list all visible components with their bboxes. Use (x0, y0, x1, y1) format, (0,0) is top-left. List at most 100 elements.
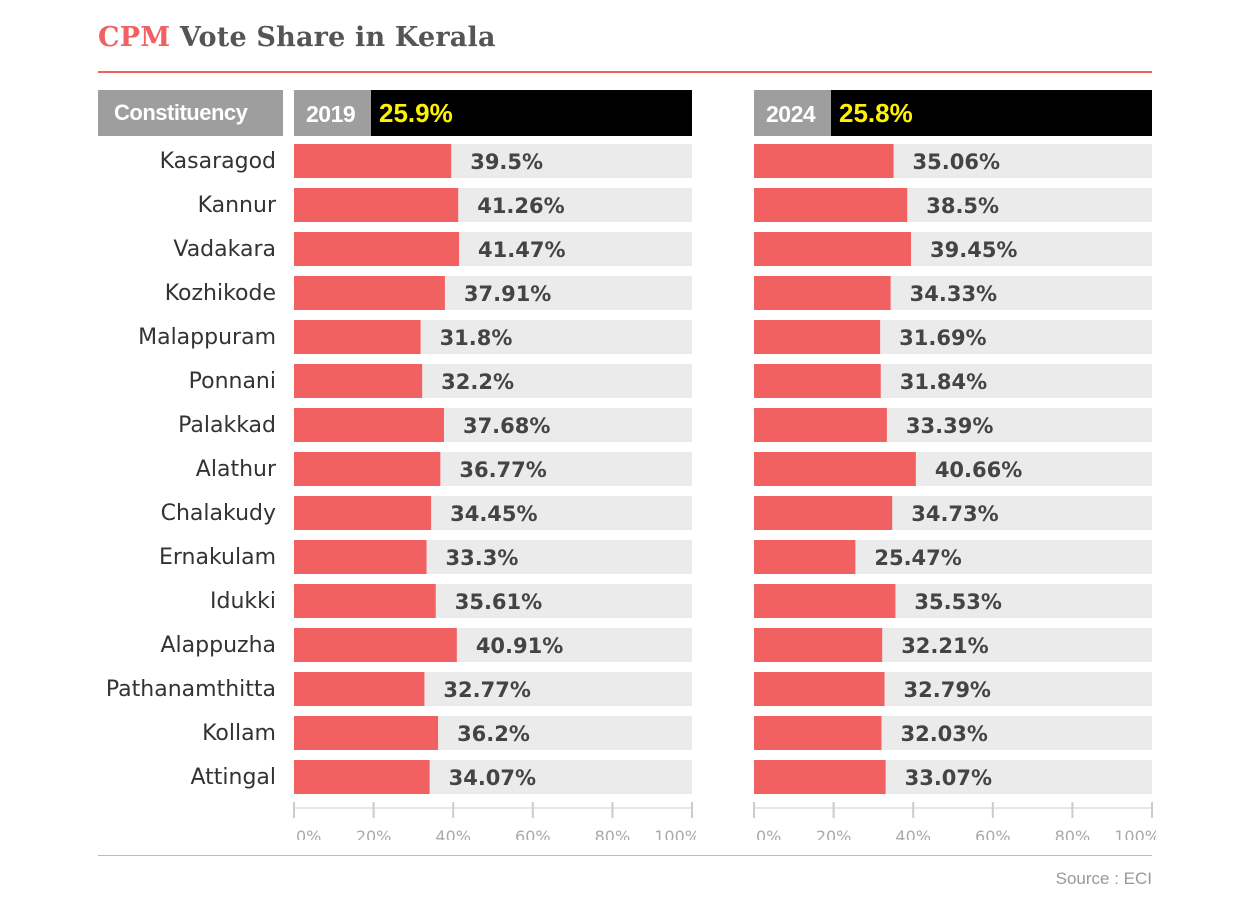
data-label: 31.69% (899, 326, 986, 350)
data-label: 32.2% (441, 370, 514, 394)
data-label: 32.79% (904, 678, 991, 702)
constituency-label: Chalakudy (160, 501, 276, 526)
data-label: 25.47% (874, 546, 961, 570)
year-header-2019: 2019 (294, 90, 371, 136)
bar (294, 584, 436, 618)
bar (754, 232, 912, 266)
data-label: 34.73% (911, 502, 998, 526)
x-tick-label: 100% (1114, 827, 1156, 840)
data-label: 32.21% (901, 634, 988, 658)
x-tick-label: 80% (1055, 827, 1091, 840)
constituency-header: Constituency (98, 90, 283, 136)
x-tick-label: 0% (756, 827, 781, 840)
total-share-2024: 25.8% (831, 90, 1152, 136)
x-tick-label: 0% (296, 827, 321, 840)
x-tick-label: 100% (654, 827, 696, 840)
data-label: 35.61% (455, 590, 542, 614)
constituency-label: Attingal (190, 765, 276, 790)
bar (754, 276, 891, 310)
year-header-2024: 2024 (754, 90, 831, 136)
title-rule (98, 71, 1152, 73)
bar (294, 276, 445, 310)
bar (754, 760, 886, 794)
constituency-label: Ernakulam (158, 545, 276, 570)
data-label: 33.07% (905, 766, 992, 790)
constituency-label: Idukki (210, 589, 276, 614)
data-label: 39.5% (470, 150, 543, 174)
data-label: 35.06% (913, 150, 1000, 174)
constituency-label: Ponnani (188, 369, 276, 394)
x-tick-label: 60% (975, 827, 1011, 840)
bar (754, 672, 885, 706)
constituency-label: Malappuram (138, 325, 276, 350)
bar (754, 144, 894, 178)
data-label: 41.47% (478, 238, 565, 262)
constituency-label: Pathanamthitta (105, 677, 276, 702)
x-tick-label: 20% (816, 827, 852, 840)
bar (754, 628, 883, 662)
data-label: 32.77% (443, 678, 530, 702)
bar (754, 188, 908, 222)
data-label: 33.39% (906, 414, 993, 438)
footer-rule (98, 855, 1152, 856)
bar (294, 540, 427, 574)
x-tick-label: 40% (895, 827, 931, 840)
data-label: 33.3% (446, 546, 519, 570)
constituency-label: Kannur (197, 193, 276, 218)
constituency-label: Kasaragod (159, 149, 276, 174)
bar (294, 716, 439, 750)
data-label: 34.07% (449, 766, 536, 790)
data-label: 37.91% (464, 282, 551, 306)
bar (754, 408, 887, 442)
data-label: 31.8% (440, 326, 513, 350)
constituency-label: Alathur (195, 457, 276, 482)
data-label: 37.68% (463, 414, 550, 438)
bar (294, 760, 430, 794)
bar (294, 672, 425, 706)
x-tick-label: 80% (595, 827, 631, 840)
chart-panel-2024: 35.06% 38.5% 39.45% 34.33% 31.69% 31.84% 33.39… (753, 144, 1156, 840)
bar (754, 540, 856, 574)
data-label: 36.77% (459, 458, 546, 482)
data-label: 40.91% (476, 634, 563, 658)
data-label: 39.45% (930, 238, 1017, 262)
constituency-label: Kozhikode (164, 281, 276, 306)
bar (754, 320, 881, 354)
constituency-label: Vadakara (173, 237, 276, 262)
data-label: 36.2% (457, 722, 530, 746)
constituency-label: Palakkad (178, 413, 276, 438)
data-label: 40.66% (935, 458, 1022, 482)
total-share-2019: 25.9% (371, 90, 692, 136)
bar (754, 496, 893, 530)
data-label: 34.45% (450, 502, 537, 526)
x-tick-label: 40% (435, 827, 471, 840)
data-label: 31.84% (900, 370, 987, 394)
data-label: 32.03% (900, 722, 987, 746)
constituency-label: Kollam (202, 721, 276, 746)
bar (294, 188, 459, 222)
bar (294, 144, 452, 178)
title-rest: Vote Share in Kerala (179, 22, 496, 53)
bar (294, 364, 423, 398)
bar (754, 452, 916, 486)
data-label: 41.26% (477, 194, 564, 218)
bar (754, 584, 896, 618)
chart-panel-2019: 39.5% 41.26% 41.47% 37.91% 31.8% 32.2% 37.68% 3… (293, 144, 696, 840)
chart-title: CPM Vote Share in Kerala (98, 22, 496, 53)
data-label: 34.33% (910, 282, 997, 306)
x-tick-label: 60% (515, 827, 551, 840)
bar (754, 716, 882, 750)
bar (294, 628, 457, 662)
bar (294, 320, 421, 354)
bar (754, 364, 881, 398)
bar (294, 496, 432, 530)
bar (294, 408, 444, 442)
title-accent: CPM (98, 22, 171, 53)
data-label: 35.53% (914, 590, 1001, 614)
bar (294, 232, 460, 266)
data-label: 38.5% (926, 194, 999, 218)
constituency-label: Alappuzha (160, 633, 277, 658)
source-note: Source : ECI (1055, 869, 1152, 888)
x-tick-label: 20% (356, 827, 392, 840)
bar (294, 452, 441, 486)
